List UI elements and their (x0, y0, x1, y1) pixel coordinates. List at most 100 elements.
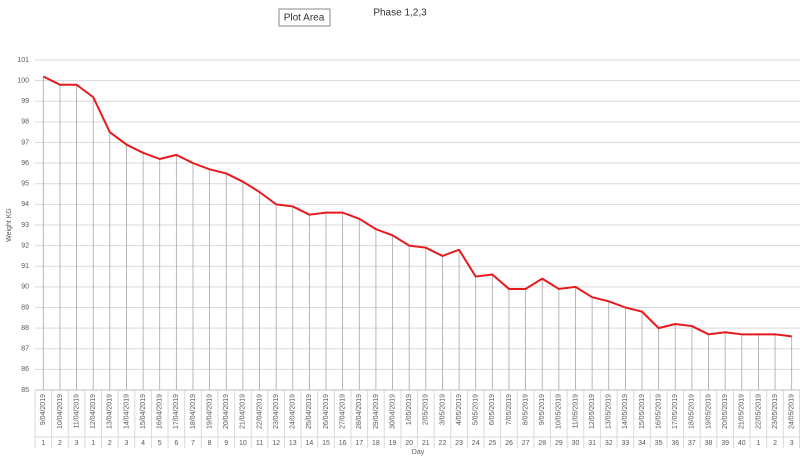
x-group-label: 15 (322, 440, 330, 447)
x-group-label: 32 (605, 440, 613, 447)
x-group-label: 21 (422, 440, 430, 447)
x-group-label: 20 (405, 440, 413, 447)
x-tick-label: 30/04/2019 (389, 394, 396, 429)
x-group-label: 25 (488, 440, 496, 447)
x-group-label: 11 (256, 440, 263, 447)
x-group-label: 2 (773, 440, 777, 447)
y-tick-label: 101 (17, 57, 29, 64)
y-tick-label: 91 (21, 263, 29, 270)
y-tick-label: 95 (21, 181, 29, 188)
x-tick-label: 18/05/2019 (689, 394, 696, 429)
x-tick-label: 17/05/2019 (672, 394, 679, 429)
x-group-label: 1 (91, 440, 95, 447)
x-group-label: 30 (572, 440, 580, 447)
tooltip-box (278, 8, 331, 27)
x-tick-label: 8/05/2019 (522, 394, 529, 425)
x-group-label: 17 (355, 440, 363, 447)
x-axis-label: Day (412, 449, 425, 456)
x-tick-label: 24/05/2019 (789, 394, 796, 429)
y-tick-label: 94 (21, 201, 29, 208)
x-tick-label: 14/04/2019 (123, 394, 130, 429)
x-group-label: 2 (58, 440, 62, 447)
x-tick-label: 20/05/2019 (722, 394, 729, 429)
x-tick-label: 18/04/2019 (190, 394, 197, 429)
x-tick-label: 24/04/2019 (290, 394, 297, 429)
x-tick-label: 12/04/2019 (90, 394, 97, 429)
x-tick-label: 4/05/2019 (456, 394, 463, 425)
x-tick-label: 11/04/2019 (73, 394, 80, 429)
x-group-label: 6 (174, 440, 178, 447)
x-group-label: 12 (272, 440, 280, 447)
x-tick-label: 5/05/2019 (473, 394, 480, 425)
chart-title: Phase 1,2,3 (373, 8, 427, 19)
x-group-label: 3 (790, 440, 794, 447)
tooltip: Plot Area (284, 13, 325, 24)
x-group-label: 4 (141, 440, 145, 447)
y-tick-label: 88 (21, 325, 29, 332)
x-group-label: 1 (41, 440, 45, 447)
x-group-label: 22 (439, 440, 447, 447)
x-tick-label: 19/05/2019 (705, 394, 712, 429)
x-tick-label: 17/04/2019 (173, 394, 180, 429)
x-tick-label: 10/04/2019 (57, 394, 64, 429)
x-group-label: 40 (738, 440, 746, 447)
x-group-label: 9 (224, 440, 228, 447)
x-tick-label: 16/04/2019 (157, 394, 164, 429)
y-tick-label: 98 (21, 119, 29, 126)
x-group-label: 29 (555, 440, 563, 447)
y-tick-label: 100 (17, 77, 29, 84)
x-tick-label: 22/04/2019 (256, 394, 263, 429)
x-tick-label: 7/05/2019 (506, 394, 513, 425)
x-tick-label: 13/05/2019 (606, 394, 613, 429)
y-tick-label: 92 (21, 242, 29, 249)
x-group-label: 7 (191, 440, 195, 447)
x-group-label: 8 (208, 440, 212, 447)
x-group-label: 24 (472, 440, 480, 447)
x-tick-label: 1/05/2019 (406, 394, 413, 425)
x-tick-label: 29/04/2019 (373, 394, 380, 429)
y-tick-label: 90 (21, 284, 29, 291)
x-group-label: 19 (389, 440, 397, 447)
x-group-label: 37 (688, 440, 696, 447)
x-tick-label: 10/05/2019 (556, 394, 563, 429)
x-tick-label: 25/04/2019 (306, 394, 313, 429)
x-tick-label: 13/04/2019 (107, 394, 114, 429)
x-group-label: 18 (372, 440, 380, 447)
x-tick-label: 16/05/2019 (655, 394, 662, 429)
x-tick-label: 14/05/2019 (622, 394, 629, 429)
y-tick-label: 93 (21, 222, 29, 229)
x-tick-label: 9/05/2019 (539, 394, 546, 425)
y-tick-label: 97 (21, 139, 29, 146)
y-tick-label: 85 (21, 387, 29, 394)
y-tick-label: 87 (21, 346, 29, 353)
x-group-label: 16 (339, 440, 347, 447)
x-tick-label: 22/05/2019 (755, 394, 762, 429)
x-tick-label: 2/05/2019 (423, 394, 430, 425)
x-group-label: 38 (705, 440, 713, 447)
y-tick-label: 96 (21, 160, 29, 167)
x-tick-label: 11/05/2019 (572, 394, 579, 429)
x-group-label: 26 (505, 440, 513, 447)
x-group-label: 2 (108, 440, 112, 447)
x-group-label: 3 (125, 440, 129, 447)
x-tick-label: 23/04/2019 (273, 394, 280, 429)
x-group-label: 5 (158, 440, 162, 447)
y-tick-label: 86 (21, 366, 29, 373)
data-line (42, 75, 792, 338)
x-group-label: 34 (638, 440, 646, 447)
x-tick-label: 9/04/2019 (40, 394, 47, 425)
x-group-label: 28 (538, 440, 546, 447)
x-tick-label: 27/04/2019 (340, 394, 347, 429)
x-tick-label: 28/04/2019 (356, 394, 363, 429)
x-group-label: 33 (621, 440, 629, 447)
x-group-label: 31 (588, 440, 596, 447)
x-tick-label: 15/05/2019 (639, 394, 646, 429)
x-group-label: 10 (239, 440, 247, 447)
x-tick-label: 20/04/2019 (223, 394, 230, 429)
x-group-label: 39 (721, 440, 729, 447)
x-tick-label: 21/05/2019 (739, 394, 746, 429)
x-tick-label: 19/04/2019 (206, 394, 213, 429)
y-tick-label: 89 (21, 304, 29, 311)
x-tick-label: 26/04/2019 (323, 394, 330, 429)
